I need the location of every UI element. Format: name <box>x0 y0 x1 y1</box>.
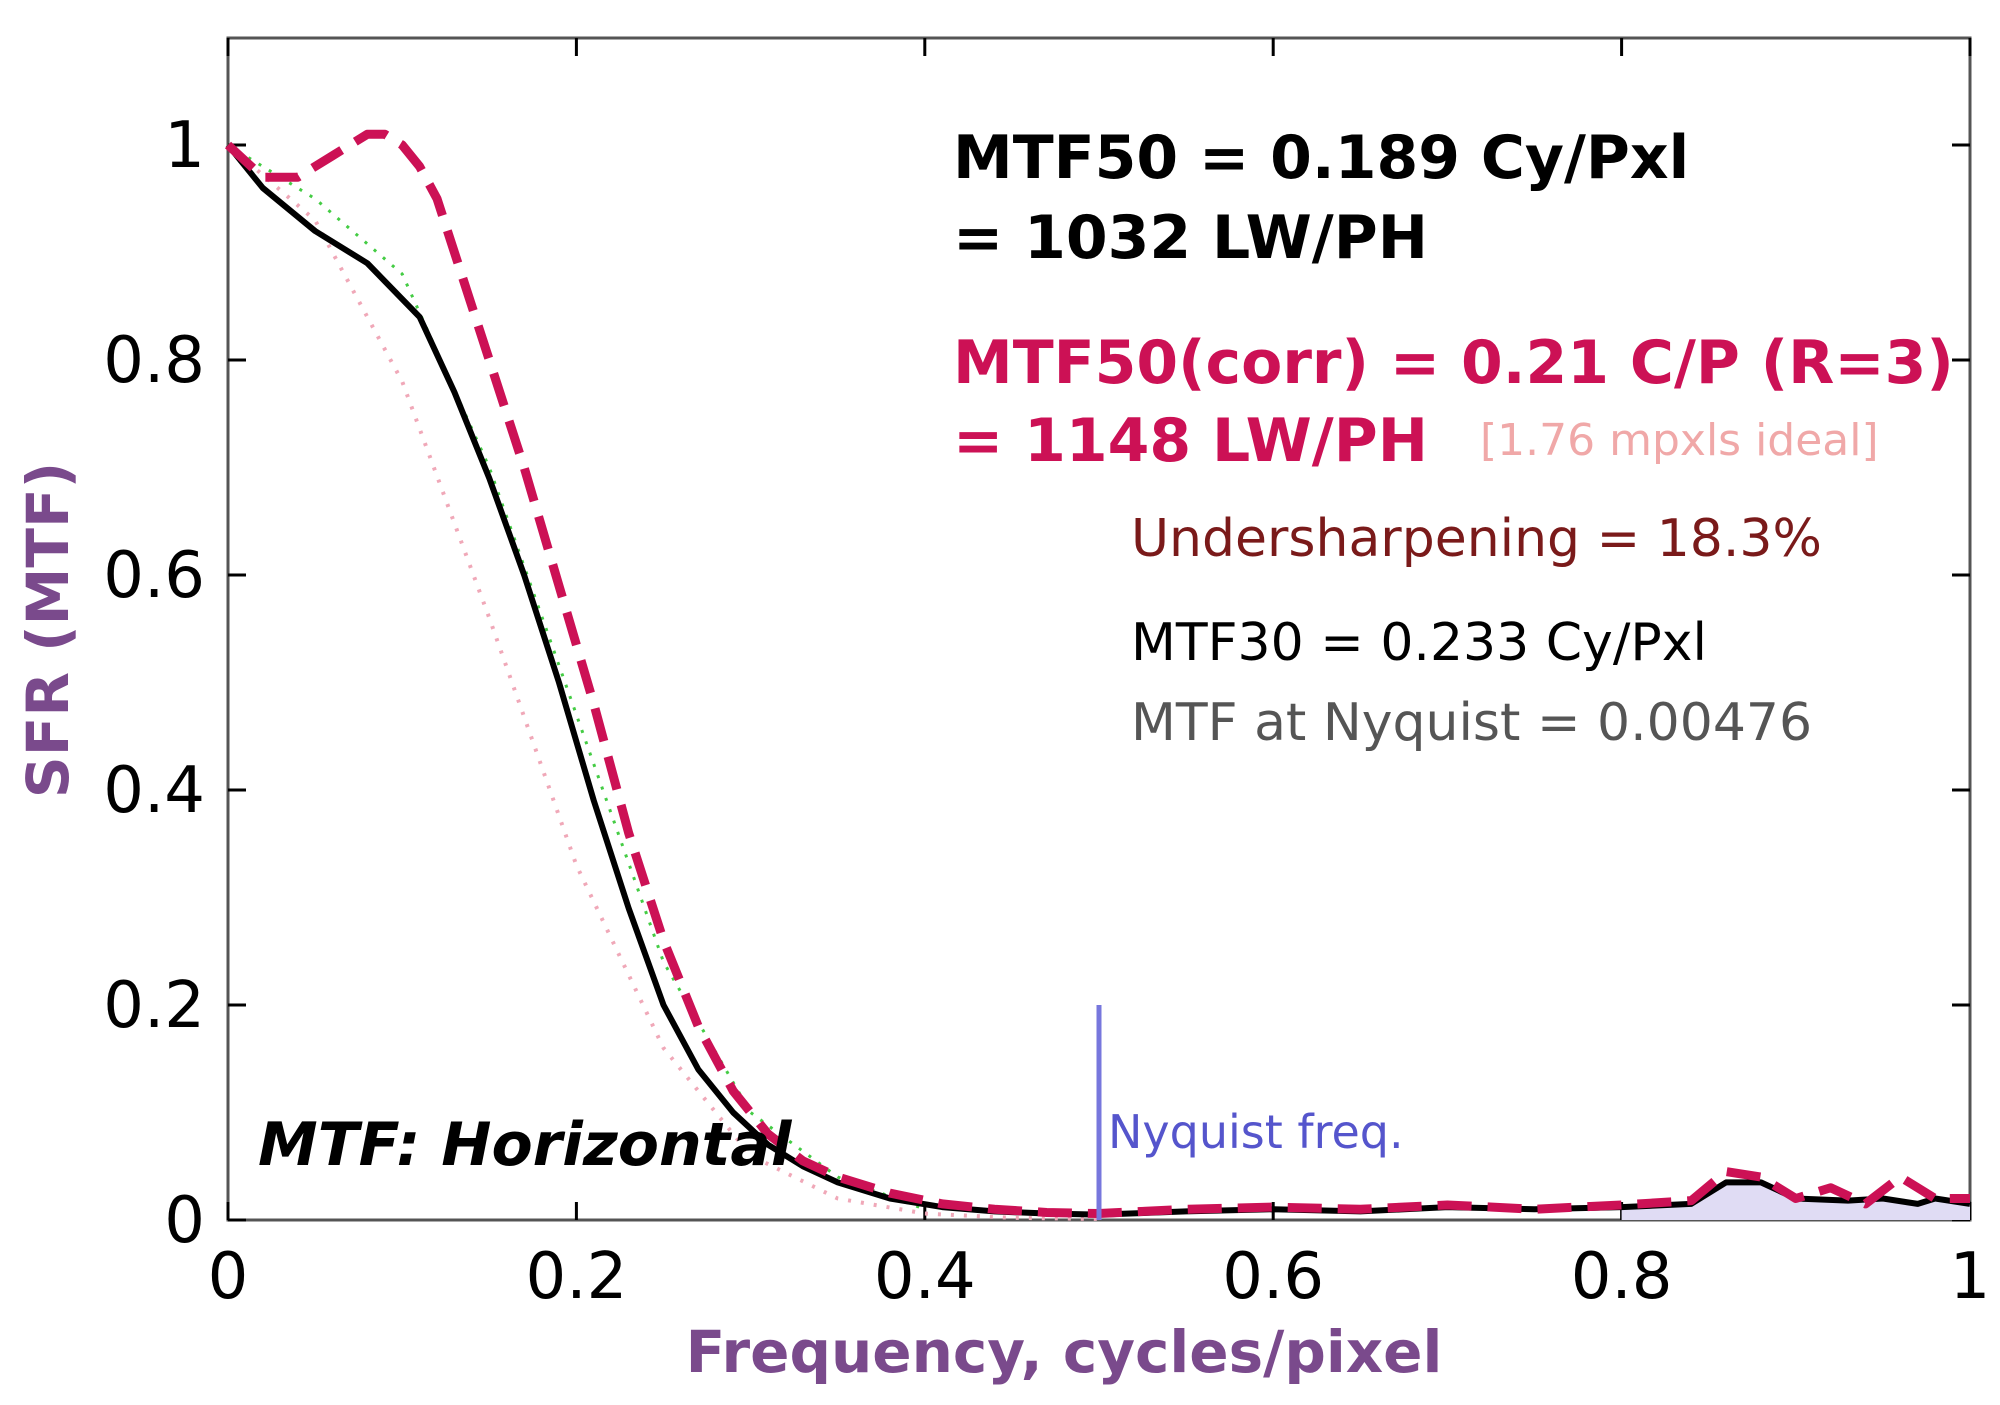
x-tick-label: 0 <box>208 1240 249 1314</box>
undersharpening: Undersharpening = 18.3% <box>1131 509 1822 569</box>
green-dotted-curve <box>227 143 926 1211</box>
direction-label: MTF: Horizontal <box>258 1110 793 1180</box>
x-tick-label: 0.6 <box>1222 1240 1324 1314</box>
ideal-label: [1.76 mpxls ideal] <box>1480 415 1879 466</box>
y-tick-label: 0.6 <box>103 539 205 613</box>
x-tick-label: 0.2 <box>526 1240 628 1314</box>
mtf50-line1: MTF50 = 0.189 Cy/Pxl <box>953 123 1689 193</box>
x-tick-label: 0.8 <box>1571 1240 1673 1314</box>
x-tick-label: 0.4 <box>874 1240 976 1314</box>
x-tick-labels: 0 0.2 0.4 0.6 0.8 1 <box>208 1240 1991 1314</box>
y-tick-label: 0.2 <box>103 969 205 1043</box>
mtf30: MTF30 = 0.233 Cy/Pxl <box>1131 613 1707 673</box>
y-tick-label: 1 <box>164 109 205 183</box>
y-axis-title: SFR (MTF) <box>14 462 82 798</box>
pink-dotted-curve <box>226 143 1100 1221</box>
nyquist-label: Nyquist freq. <box>1108 1105 1404 1159</box>
series-layer <box>224 129 1971 1221</box>
mtf50corr-line1: MTF50(corr) = 0.21 C/P (R=3) <box>953 328 1954 398</box>
nyquist-mtf: MTF at Nyquist = 0.00476 <box>1131 693 1812 753</box>
y-tick-label: 0.4 <box>103 754 205 828</box>
x-tick-label: 1 <box>1950 1240 1991 1314</box>
y-tick-labels: 0 0.2 0.4 0.6 0.8 1 <box>103 109 205 1258</box>
corrected-mtf-line <box>224 129 1970 1219</box>
y-tick-label: 0 <box>164 1184 205 1258</box>
mtf50corr-line2: = 1148 LW/PH <box>953 406 1428 476</box>
mtf50-line2: = 1032 LW/PH <box>953 203 1428 273</box>
x-axis-title: Frequency, cycles/pixel <box>686 1318 1443 1386</box>
y-tick-label: 0.8 <box>103 324 205 398</box>
